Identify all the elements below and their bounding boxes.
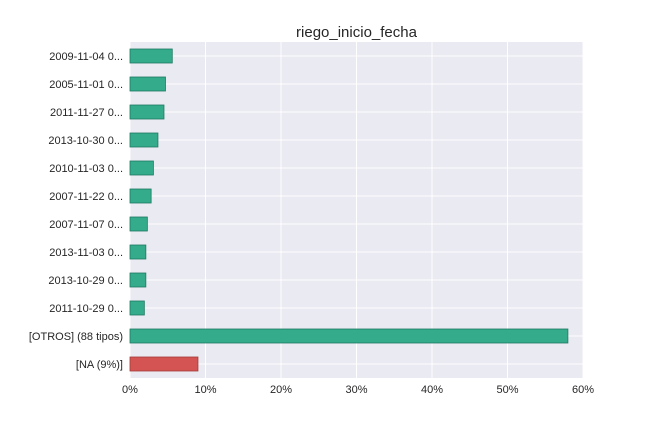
chart-title: riego_inicio_fecha	[296, 24, 418, 41]
y-tick-label: 2011-11-27 0...	[50, 107, 123, 119]
y-tick-label: 2013-11-03 0...	[49, 247, 123, 259]
x-tick-label: 0%	[122, 384, 138, 396]
bar	[129, 160, 154, 176]
bar	[129, 300, 145, 316]
x-axis-tick-labels: 0% 10% 20% 30% 40% 50% 60%	[122, 384, 594, 396]
y-tick-label: 2009-11-04 0...	[49, 51, 123, 63]
x-tick-label: 40%	[421, 384, 443, 396]
bar	[129, 104, 165, 120]
x-tick-label: 50%	[496, 384, 518, 396]
bar	[129, 356, 199, 372]
y-axis-tick-labels: 2009-11-04 0... 2005-11-01 0... 2011-11-27…	[29, 51, 123, 371]
y-tick-label: 2007-11-22 0...	[49, 191, 123, 203]
bars	[129, 48, 569, 372]
x-tick-label: 10%	[194, 384, 216, 396]
bar	[129, 188, 152, 204]
bar	[129, 132, 159, 148]
gridlines	[129, 42, 584, 378]
y-tick-label: 2007-11-07 0...	[49, 219, 123, 231]
bar	[129, 216, 148, 232]
y-tick-label: [NA (9%)]	[76, 359, 123, 371]
y-tick-label: 2011-10-29 0...	[49, 303, 123, 315]
bar	[129, 244, 147, 260]
bar	[129, 76, 166, 92]
x-tick-label: 60%	[572, 384, 594, 396]
bar	[129, 48, 173, 64]
x-tick-label: 30%	[345, 384, 367, 396]
y-tick-label: 2013-10-29 0...	[48, 275, 123, 287]
bar	[129, 328, 569, 344]
y-tick-label: 2013-10-30 0...	[48, 135, 123, 147]
x-tick-label: 20%	[270, 384, 292, 396]
y-tick-label: 2005-11-01 0...	[49, 79, 123, 91]
y-tick-label: [OTROS] (88 tipos)	[29, 331, 123, 343]
bar	[129, 272, 147, 288]
y-tick-label: 2010-11-03 0...	[49, 163, 123, 175]
